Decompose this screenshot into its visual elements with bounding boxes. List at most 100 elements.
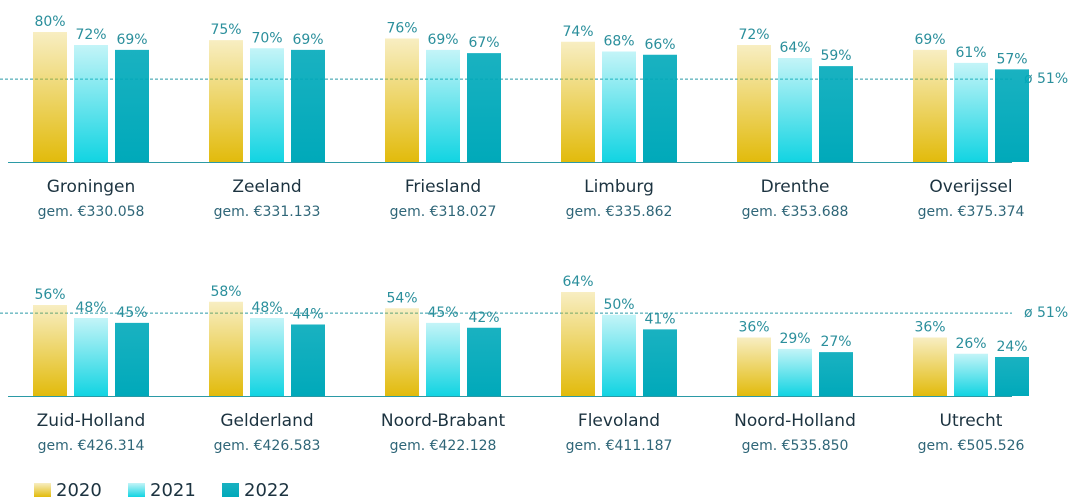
value-label: 59% [820, 48, 851, 64]
category-label: Gelderland [220, 411, 313, 431]
legend-label: 2021 [150, 480, 196, 501]
value-label: 72% [75, 27, 106, 43]
value-label: 42% [468, 310, 499, 326]
bar [467, 327, 501, 396]
bar [291, 324, 325, 396]
value-label: 69% [427, 32, 458, 48]
value-label: 36% [738, 320, 769, 336]
value-label: 27% [820, 334, 851, 350]
bar [995, 69, 1029, 162]
category-subtitle: gem. €505.526 [918, 438, 1025, 454]
value-label: 75% [210, 22, 241, 38]
category-label: Zuid-Holland [37, 411, 146, 431]
bar [602, 51, 636, 162]
bar [291, 49, 325, 162]
reference-label: ø 51% [1024, 305, 1068, 321]
bar [737, 337, 771, 396]
value-label: 64% [779, 40, 810, 56]
value-label: 36% [914, 320, 945, 336]
bar [115, 49, 149, 162]
value-label: 66% [644, 37, 675, 53]
value-label: 64% [562, 274, 593, 290]
value-label: 54% [386, 290, 417, 306]
bar [913, 337, 947, 396]
bar [115, 322, 149, 396]
legend-swatch [34, 483, 51, 497]
legend-label: 2022 [244, 480, 290, 501]
value-label: 57% [996, 51, 1027, 67]
value-label: 48% [75, 300, 106, 316]
category-subtitle: gem. €422.128 [390, 438, 497, 454]
bar [385, 308, 419, 396]
category-label: Friesland [405, 177, 481, 197]
value-label: 67% [468, 35, 499, 51]
value-label: 45% [427, 305, 458, 321]
value-label: 74% [562, 24, 593, 40]
category-subtitle: gem. €411.187 [566, 438, 673, 454]
category-subtitle: gem. €353.688 [742, 204, 849, 220]
bar [250, 318, 284, 396]
legend-swatch [222, 483, 239, 497]
category-label: Overijssel [929, 177, 1012, 197]
value-label: 26% [955, 336, 986, 352]
value-label: 50% [603, 297, 634, 313]
value-label: 80% [34, 14, 65, 30]
bar [426, 49, 460, 162]
category-subtitle: gem. €426.314 [38, 438, 145, 454]
bar [778, 348, 812, 396]
bar [643, 54, 677, 162]
value-label: 41% [644, 311, 675, 327]
bar [33, 305, 67, 396]
bar [602, 314, 636, 396]
category-subtitle: gem. €318.027 [390, 204, 497, 220]
bar [819, 352, 853, 396]
value-label: 45% [116, 305, 147, 321]
bar [74, 45, 108, 162]
value-label: 69% [292, 32, 323, 48]
category-label: Utrecht [940, 411, 1003, 431]
category-subtitle: gem. €375.374 [918, 204, 1025, 220]
bar [913, 49, 947, 162]
bar [467, 53, 501, 162]
category-subtitle: gem. €535.850 [742, 438, 849, 454]
category-label: Zeeland [232, 177, 301, 197]
bar [954, 62, 988, 162]
category-label: Limburg [584, 177, 654, 197]
value-label: 68% [603, 34, 634, 50]
value-label: 69% [116, 32, 147, 48]
category-label: Groningen [47, 177, 136, 197]
reference-label: ø 51% [1024, 71, 1068, 87]
bar [643, 329, 677, 396]
value-label: 29% [779, 331, 810, 347]
legend-swatch [128, 483, 145, 497]
category-subtitle: gem. €335.862 [566, 204, 673, 220]
value-label: 61% [955, 45, 986, 61]
bar [209, 40, 243, 162]
value-label: 48% [251, 300, 282, 316]
value-label: 58% [210, 284, 241, 300]
category-subtitle: gem. €426.583 [214, 438, 321, 454]
value-label: 24% [996, 339, 1027, 355]
bar [561, 41, 595, 162]
bar [778, 58, 812, 162]
bar [819, 66, 853, 162]
category-label: Drenthe [761, 177, 830, 197]
bar [250, 48, 284, 162]
value-label: 72% [738, 27, 769, 43]
bar [737, 45, 771, 162]
value-label: 44% [292, 307, 323, 323]
bar [561, 292, 595, 396]
bar [385, 38, 419, 162]
value-label: 76% [386, 21, 417, 37]
legend-label: 2020 [56, 480, 102, 501]
bar [209, 301, 243, 396]
bar [995, 357, 1029, 396]
category-label: Noord-Brabant [381, 411, 506, 431]
category-subtitle: gem. €331.133 [214, 204, 321, 220]
value-label: 70% [251, 30, 282, 46]
value-label: 69% [914, 32, 945, 48]
category-label: Flevoland [578, 411, 660, 431]
category-subtitle: gem. €330.058 [38, 204, 145, 220]
bar [954, 353, 988, 396]
